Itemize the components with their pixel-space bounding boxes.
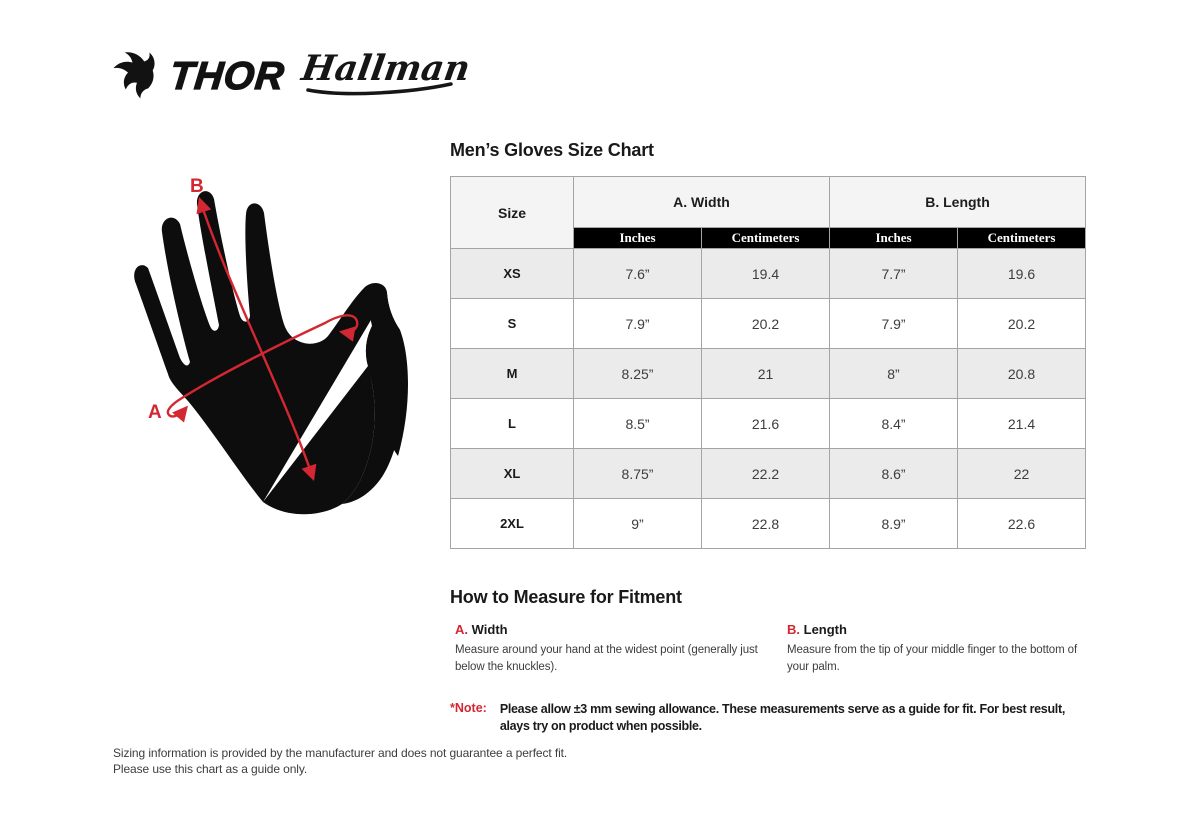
unit-header-length-centimeters: Centimeters — [957, 227, 1086, 249]
note-prefix: *Note: — [450, 701, 487, 715]
column-header-length: B. Length — [829, 176, 1086, 228]
measure-arrow-a — [166, 314, 359, 423]
width-cm: 21.6 — [701, 398, 830, 449]
width-inches: 7.9” — [573, 298, 702, 349]
footer-disclaimer: Sizing information is provided by the ma… — [113, 746, 567, 777]
size-label: L — [450, 398, 574, 449]
measure-width-heading: A. Width — [455, 622, 763, 637]
width-inches: 9” — [573, 498, 702, 549]
length-inches: 8.4” — [829, 398, 958, 449]
length-cm: 21.4 — [957, 398, 1086, 449]
size-label: M — [450, 348, 574, 399]
sizing-note: *Note: Please allow ±3 mm sewing allowan… — [450, 701, 1094, 735]
column-header-width: A. Width — [573, 176, 830, 228]
measure-length-label: Length — [803, 622, 847, 637]
length-inches: 8” — [829, 348, 958, 399]
hallman-wordmark: Hallman — [298, 48, 473, 89]
size-chart-table: Size A. Width B. Length Inches Centimete… — [450, 176, 1086, 549]
table-row-m: M 8.25” 21 8” 20.8 — [450, 348, 1086, 399]
length-inches: 7.7” — [829, 248, 958, 299]
length-inches: 8.6” — [829, 448, 958, 499]
measure-length-prefix: B. — [787, 622, 800, 637]
width-inches: 8.25” — [573, 348, 702, 399]
hand-right-edge — [342, 283, 404, 504]
table-row-s: S 7.9” 20.2 7.9” 20.2 — [450, 298, 1086, 349]
length-inches: 7.9” — [829, 298, 958, 349]
width-inches: 8.75” — [573, 448, 702, 499]
glove-measurement-diagram: B A — [120, 166, 442, 566]
measure-width-prefix: A. — [455, 622, 468, 637]
width-inches: 7.6” — [573, 248, 702, 299]
length-cm: 20.2 — [957, 298, 1086, 349]
unit-header-length-inches: Inches — [829, 227, 958, 249]
length-cm: 19.6 — [957, 248, 1086, 299]
hallman-logo: Hallman — [298, 48, 473, 98]
measure-section-title: How to Measure for Fitment — [450, 587, 682, 607]
table-row-l: L 8.5” 21.6 8.4” 21.4 — [450, 398, 1086, 449]
diagram-label-b: B — [190, 176, 204, 197]
goat-head-icon — [113, 52, 155, 99]
measure-width-text: Measure around your hand at the widest p… — [455, 644, 758, 673]
page-title: Men’s Gloves Size Chart — [450, 140, 654, 160]
measure-width-block: A. Width Measure around your hand at the… — [455, 622, 763, 676]
length-cm: 22.6 — [957, 498, 1086, 549]
length-cm: 22 — [957, 448, 1086, 499]
width-cm: 21 — [701, 348, 830, 399]
size-label: XL — [450, 448, 574, 499]
disclaimer-line-2: Please use this chart as a guide only. — [113, 761, 308, 776]
width-inches: 8.5” — [573, 398, 702, 449]
size-label: 2XL — [450, 498, 574, 549]
size-label: XS — [450, 248, 574, 299]
unit-header-width-centimeters: Centimeters — [701, 227, 830, 249]
note-text: Please allow ±3 mm sewing allowance. The… — [499, 702, 1065, 733]
column-header-size: Size — [450, 176, 574, 249]
table-row-xs: XS 7.6” 19.4 7.7” 19.6 — [450, 248, 1086, 299]
hallman-underline-swash — [306, 81, 453, 95]
width-cm: 22.8 — [701, 498, 830, 549]
length-cm: 20.8 — [957, 348, 1086, 399]
size-label: S — [450, 298, 574, 349]
measure-width-label: Width — [471, 622, 508, 637]
measure-length-heading: B. Length — [787, 622, 1085, 637]
width-cm: 20.2 — [701, 298, 830, 349]
diagram-label-a: A — [148, 402, 162, 423]
thor-logo: THOR — [108, 48, 287, 104]
measure-length-block: B. Length Measure from the tip of your m… — [787, 622, 1085, 676]
measure-length-text: Measure from the tip of your middle fing… — [787, 644, 1078, 673]
width-cm: 22.2 — [701, 448, 830, 499]
thor-wordmark: THOR — [167, 54, 287, 98]
width-cm: 19.4 — [701, 248, 830, 299]
table-row-2xl: 2XL 9” 22.8 8.9” 22.6 — [450, 498, 1086, 549]
disclaimer-line-1: Sizing information is provided by the ma… — [113, 746, 568, 760]
length-inches: 8.9” — [829, 498, 958, 549]
table-row-xl: XL 8.75” 22.2 8.6” 22 — [450, 448, 1086, 499]
unit-header-width-inches: Inches — [573, 227, 702, 249]
